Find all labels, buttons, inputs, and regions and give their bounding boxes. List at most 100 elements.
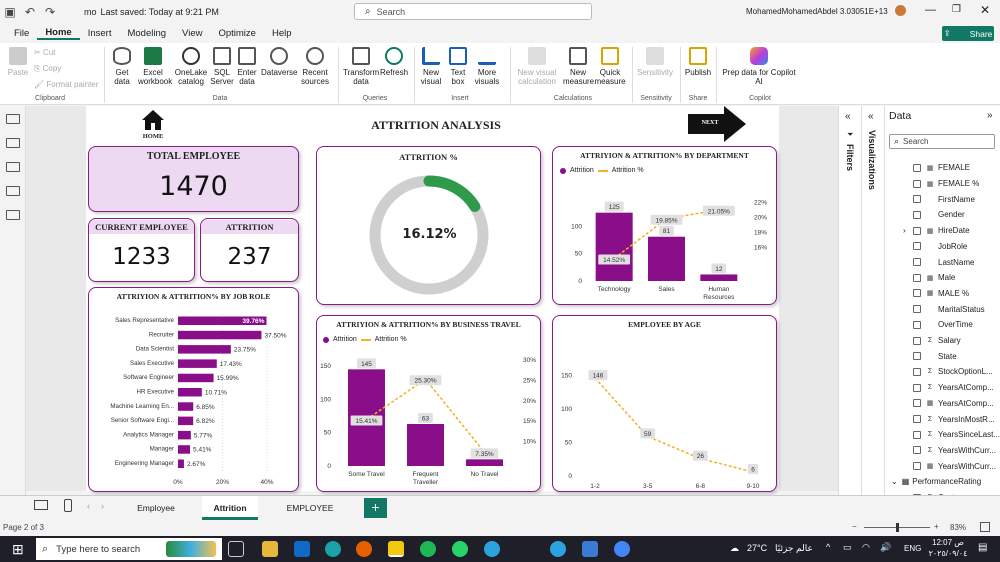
field-item[interactable]: MaritalStatus [885, 301, 1000, 317]
more-visuals-button[interactable]: More visuals [472, 47, 502, 86]
table-view-icon[interactable] [5, 138, 20, 148]
search-box[interactable]: ⌕ Search [354, 3, 592, 20]
field-item[interactable]: ▦ YearsAtComp... [885, 396, 1000, 412]
field-checkbox[interactable] [913, 462, 921, 471]
powerbi-icon[interactable] [388, 541, 404, 557]
tab-employee-attrition[interactable]: EMPLOYEE ATTRITION [286, 503, 334, 537]
age-chart-card[interactable]: EMPLOYEE BY AGE 150 100 50 0 1-2 146 3-5 59 6-8 2… [552, 315, 777, 492]
next-button[interactable]: NEXT [688, 106, 746, 142]
mobile-layout-icon[interactable] [64, 499, 72, 512]
undo-icon[interactable]: ↶ [24, 5, 36, 19]
desktop-layout-icon[interactable] [34, 500, 48, 510]
clock-time[interactable]: 12:07 ص [932, 538, 964, 547]
menu-modeling[interactable]: Modeling [127, 28, 167, 39]
scroll-left-icon[interactable]: ‹ [87, 501, 90, 511]
onelake-button[interactable]: OneLake catalog [173, 47, 209, 86]
copy-button[interactable]: ⎘ Copy [34, 64, 61, 73]
outlook-icon[interactable] [294, 541, 310, 557]
menu-file[interactable]: File [14, 28, 30, 39]
field-checkbox[interactable] [913, 415, 921, 424]
field-item[interactable]: Σ YearsAtComp... [885, 380, 1000, 396]
field-item[interactable]: ▦ FEMALE [885, 160, 1000, 176]
new-visual-calc-button[interactable]: New visual calculation [513, 47, 561, 86]
wifi-icon[interactable]: ◠ [862, 542, 870, 552]
get-data-button[interactable]: Get data [108, 47, 136, 86]
file-explorer-icon[interactable] [262, 541, 278, 557]
field-checkbox[interactable] [913, 289, 921, 298]
dax-query-icon[interactable] [5, 186, 20, 196]
zoom-in-icon[interactable]: + [934, 522, 939, 531]
field-item[interactable]: JobRole [885, 239, 1000, 255]
telegram-icon[interactable] [484, 541, 500, 557]
restore-icon[interactable]: ❐ [952, 4, 961, 15]
paste-button[interactable]: Paste [6, 47, 30, 77]
collapse-icon[interactable]: « [868, 111, 874, 122]
attrition-percent-card[interactable]: ATTRITION % 16.12% [316, 146, 541, 305]
field-checkbox[interactable] [913, 446, 921, 455]
weather-temp[interactable]: 27°C [747, 543, 768, 553]
close-icon[interactable]: ✕ [980, 3, 991, 17]
whatsapp-icon[interactable] [452, 541, 468, 557]
share-button[interactable]: ⇪ Share [942, 26, 994, 41]
copilot-button[interactable]: Prep data for Copilot AI [720, 47, 798, 86]
publish-button[interactable]: Publish [684, 47, 712, 77]
spotify-icon[interactable] [420, 541, 436, 557]
field-checkbox[interactable] [913, 320, 921, 329]
collapse-icon[interactable]: « [845, 111, 851, 122]
save-icon[interactable]: ▣ [4, 5, 16, 19]
department-chart-card[interactable]: ATTRIYION & ATTRITION% BY DEPARTMENT Att… [552, 146, 777, 305]
telegram-desktop-icon[interactable] [550, 541, 566, 557]
field-checkbox[interactable] [913, 226, 921, 235]
menu-home[interactable]: Home [37, 27, 80, 40]
visualizations-pane[interactable]: « Visualizations [861, 106, 884, 516]
filters-pane[interactable]: « ⏷ Filters [838, 106, 861, 516]
task-view-icon[interactable] [228, 541, 244, 557]
edge-icon[interactable] [325, 541, 341, 557]
field-checkbox[interactable] [913, 273, 921, 282]
quick-measure-button[interactable]: Quick measure [594, 47, 626, 86]
volume-icon[interactable]: 🔊 [880, 542, 892, 552]
format-painter-button[interactable]: 🖌 Format painter [34, 80, 98, 89]
dataverse-button[interactable]: Dataverse [261, 47, 297, 77]
recent-sources-button[interactable]: Recent sources [300, 47, 330, 86]
menu-optimize[interactable]: Optimize [218, 28, 256, 39]
sensitivity-button[interactable]: Sensitivity [636, 47, 674, 77]
field-checkbox[interactable] [913, 383, 921, 392]
excel-button[interactable]: Excel workbook [138, 47, 172, 86]
minimize-icon[interactable]: — [925, 4, 936, 16]
field-checkbox[interactable] [913, 179, 921, 188]
expand-chevron-icon[interactable]: › [903, 226, 906, 236]
field-checkbox[interactable] [913, 258, 921, 267]
model-view-icon[interactable] [5, 162, 20, 172]
field-item[interactable]: ▦ Male [885, 270, 1000, 286]
field-checkbox[interactable] [913, 163, 921, 172]
field-item[interactable]: Σ YearsWithCurr... [885, 443, 1000, 459]
network-icon[interactable]: ▭ [843, 542, 852, 552]
clock-date[interactable]: ٢٠٢٥/٠٩/٠٤ [928, 549, 968, 558]
add-page-button[interactable]: + [364, 498, 387, 518]
field-checkbox[interactable] [913, 399, 921, 408]
new-measure-button[interactable]: New measure [563, 47, 594, 86]
field-item[interactable]: Σ StockOptionL... [885, 364, 1000, 380]
table-performance-rating[interactable]: ⌄ ▦ PerformanceRating [885, 474, 1000, 490]
zoom-out-icon[interactable]: − [852, 522, 857, 531]
menu-help[interactable]: Help [271, 28, 292, 39]
transform-data-button[interactable]: Transform data [343, 47, 379, 86]
zoom-slider-handle[interactable] [896, 523, 899, 532]
chrome-icon[interactable] [614, 541, 630, 557]
field-item[interactable]: ▦ FEMALE % [885, 176, 1000, 192]
home-button[interactable]: HOME [141, 109, 165, 140]
photos-icon[interactable] [582, 541, 598, 557]
notifications-icon[interactable]: ▤ [978, 542, 988, 553]
field-checkbox[interactable] [913, 352, 921, 361]
field-checkbox[interactable] [913, 210, 921, 219]
field-item[interactable]: Σ Salary [885, 333, 1000, 349]
collapse-chevron-icon[interactable]: ⌄ [891, 477, 898, 487]
user-name[interactable]: MohamedMohamedAbdel 3.03051E+13 [746, 7, 888, 16]
windows-start-icon[interactable]: ⊞ [12, 541, 24, 557]
expand-icon[interactable]: » [987, 110, 993, 121]
cut-button[interactable]: ✂ Cut [34, 48, 55, 57]
scenery-widget-icon[interactable] [166, 541, 216, 557]
firefox-icon[interactable] [356, 541, 372, 557]
field-item[interactable]: LastName [885, 254, 1000, 270]
